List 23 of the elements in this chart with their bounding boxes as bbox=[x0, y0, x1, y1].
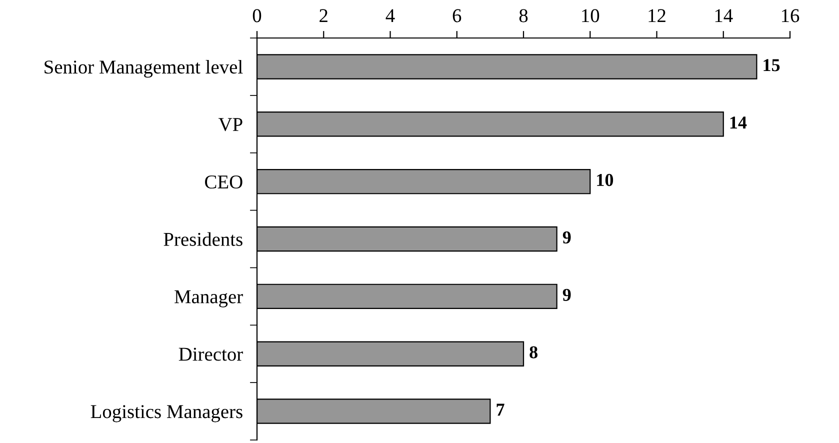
x-tick-label: 12 bbox=[648, 9, 666, 22]
y-tick-label: Manager bbox=[174, 290, 243, 308]
y-tick-label: Presidents bbox=[164, 232, 242, 246]
x-tick-label: 8 bbox=[519, 9, 528, 22]
data-label: 14 bbox=[730, 116, 747, 128]
data-label: 9 bbox=[562, 288, 571, 301]
y-tick-label: Senior Management level bbox=[44, 60, 243, 78]
data-label: 10 bbox=[597, 174, 614, 186]
x-tick-label: 4 bbox=[386, 9, 395, 22]
x-tick-label: 6 bbox=[452, 9, 462, 22]
x-tick-label: 16 bbox=[782, 9, 800, 22]
data-label: 9 bbox=[562, 231, 571, 244]
x-tick-label: 14 bbox=[715, 9, 733, 22]
y-tick-label: Logistics Managers bbox=[90, 405, 242, 422]
x-tick-label: 10 bbox=[582, 9, 600, 22]
x-tick-label: 2 bbox=[320, 9, 328, 22]
y-tick-label: VP bbox=[218, 118, 242, 132]
data-label: 7 bbox=[496, 404, 504, 416]
y-tick-label: Director bbox=[178, 348, 243, 361]
y-tick-label: CEO bbox=[205, 175, 242, 189]
data-label: 8 bbox=[530, 346, 538, 358]
x-tick-label: 0 bbox=[252, 9, 262, 22]
data-label: 15 bbox=[764, 59, 780, 72]
